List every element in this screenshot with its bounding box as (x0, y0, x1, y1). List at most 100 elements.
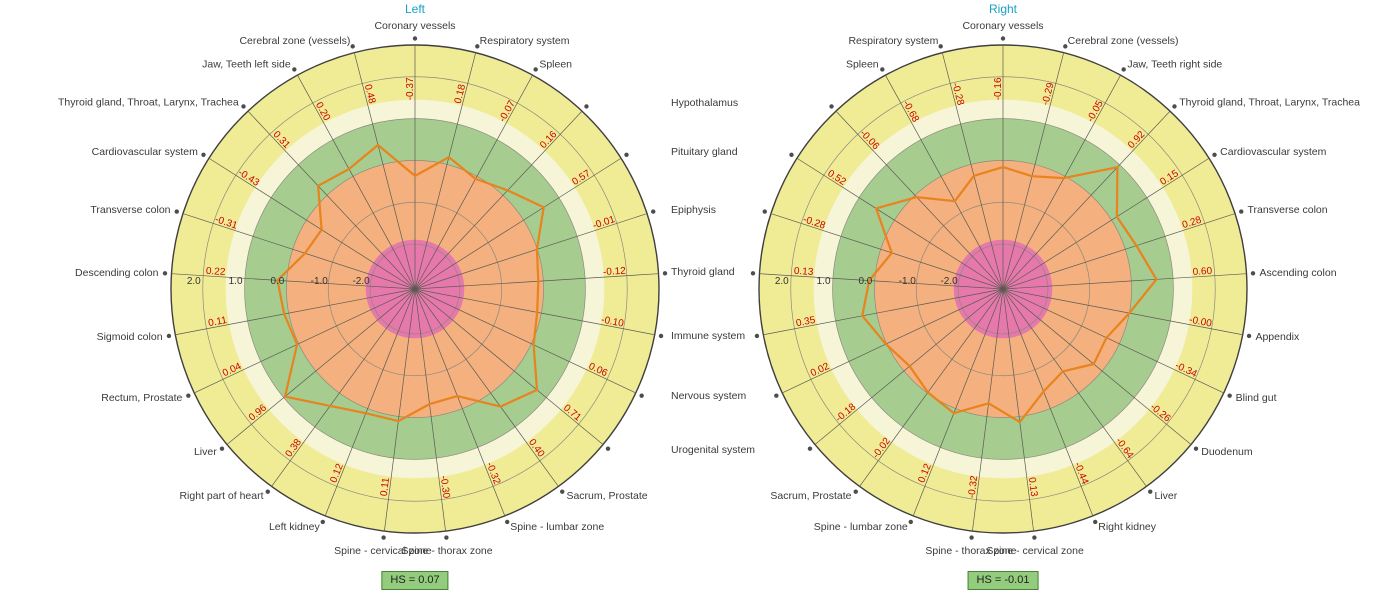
left-spoke-line (171, 273, 416, 290)
right-chart-title: Right (988, 2, 1018, 16)
left-axis-dot (320, 519, 325, 525)
right-axis-dot (1121, 67, 1126, 72)
left-axis-value: -0.37 (405, 77, 416, 100)
left-axis-value: -0.10 (600, 315, 625, 330)
left-axis-dot (533, 67, 538, 72)
right-spoke-line (1002, 288, 1094, 516)
right-scale-label: -1.0 (899, 276, 917, 287)
right-scale-label: -2.0 (940, 276, 958, 287)
right-axis-dot (1193, 446, 1199, 451)
left-axis-dot (241, 104, 246, 109)
right-axis-dot (1246, 333, 1252, 339)
left-hs-badge: HS = 0.07 (381, 571, 449, 590)
left-spoke-line (353, 52, 416, 290)
right-spoke-line (1002, 213, 1236, 290)
left-axis-label: Rectum, Prostate (101, 392, 182, 404)
left-axis-dot (584, 104, 589, 109)
left-spoke-line (297, 75, 416, 290)
left-spoke-line (414, 288, 446, 532)
left-axis-dot (662, 271, 668, 276)
right-spoke-line (859, 288, 1004, 487)
right-spoke-line (1002, 288, 1192, 445)
left-axis-label: Cerebral zone (vessels) (239, 35, 350, 47)
right-axis-dot (1239, 209, 1244, 214)
right-axis-dot (1172, 104, 1177, 109)
center-organ-label-immune-system: Immune system (671, 329, 746, 342)
right-axis-label: Liver (1154, 490, 1177, 502)
right-axis-dot (1227, 393, 1232, 398)
right-axis-value: 0.13 (794, 266, 815, 278)
left-spoke-line (414, 288, 636, 394)
left-spoke-line (414, 157, 622, 290)
left-spoke-line (324, 288, 416, 516)
left-axis-dot (605, 446, 611, 451)
right-axis-label: Coronary vessels (962, 20, 1043, 32)
left-axis-value: -0.30 (438, 475, 452, 499)
right-spoke-line (1002, 273, 1247, 290)
left-spoke-line (175, 288, 416, 336)
right-scale-label: 0.0 (858, 276, 872, 287)
right-spoke-line (1002, 288, 1034, 532)
right-axis-value: -0.00 (1188, 315, 1213, 330)
right-spoke-line (1002, 110, 1171, 290)
left-axis-dot (624, 152, 629, 157)
left-axis-label: Thyroid gland, Throat, Larynx, Trachea (58, 96, 239, 108)
left-axis-label: Coronary vessels (374, 20, 455, 32)
right-axis-value: -0.32 (967, 475, 981, 499)
right-spoke-line (763, 288, 1004, 336)
right-axis-dot (754, 333, 760, 339)
left-scale-label: 1.0 (229, 276, 243, 287)
right-axis-label: Right kidney (1098, 521, 1157, 533)
right-axis-dot (1063, 44, 1068, 49)
right-spoke-line (782, 288, 1004, 394)
center-organ-label-pituitary-gland: Pituitary gland (671, 145, 738, 158)
left-spoke-line (414, 110, 583, 290)
center-organ-label-hypothalamus: Hypothalamus (671, 96, 739, 109)
left-spoke-line (208, 157, 416, 290)
right-spoke-line (885, 75, 1004, 290)
left-axis-label: Left kidney (269, 521, 321, 533)
left-spoke-line (414, 52, 477, 290)
left-axis-dot (475, 44, 480, 49)
center-organ-label-thyroid-gland: Thyroid gland (671, 266, 735, 279)
left-axis-dot (265, 489, 270, 494)
right-spoke-line (1002, 288, 1243, 336)
right-spoke-line (1002, 157, 1210, 290)
right-axis-dot (853, 489, 858, 494)
left-axis-dot (505, 519, 510, 525)
left-spoke-line (414, 288, 559, 487)
right-axis-dot (938, 44, 943, 49)
right-axis-dot (1093, 519, 1098, 525)
right-axis-dot (969, 535, 974, 540)
right-spoke-line (1002, 288, 1224, 394)
left-axis-value: 0.11 (379, 477, 392, 497)
left-spoke-line (414, 288, 655, 336)
right-axis-label: Cardiovascular system (1220, 146, 1326, 158)
right-spoke-line (796, 157, 1004, 290)
right-axis-dot (774, 393, 779, 398)
right-axis-dot (880, 67, 885, 72)
left-scale-label: 0.0 (270, 276, 284, 287)
right-spoke-line (1002, 75, 1121, 290)
right-axis-dot (789, 152, 794, 157)
left-axis-dot (444, 535, 449, 540)
right-axis-dot (762, 209, 767, 214)
center-organ-label-nervous-system: Nervous system (671, 390, 747, 403)
left-axis-dot (166, 333, 172, 339)
left-axis-value: 0.11 (207, 315, 228, 329)
right-axis-label: Transverse colon (1247, 204, 1327, 216)
left-axis-label: Spine - cervical zone (334, 545, 432, 557)
right-spoke-line (972, 288, 1004, 532)
right-spoke-line (759, 273, 1004, 290)
left-scale-label: 2.0 (187, 276, 201, 287)
right-scale-label: 1.0 (817, 276, 831, 287)
right-axis-label: Cerebral zone (vessels) (1068, 35, 1179, 47)
right-hs-badge: HS = -0.01 (967, 571, 1039, 590)
right-axis-dot (1212, 152, 1217, 157)
right-axis-value: 0.60 (1192, 266, 1213, 278)
left-spoke-line (414, 213, 648, 290)
left-spoke-line (414, 288, 604, 445)
left-spoke-line (194, 288, 416, 394)
